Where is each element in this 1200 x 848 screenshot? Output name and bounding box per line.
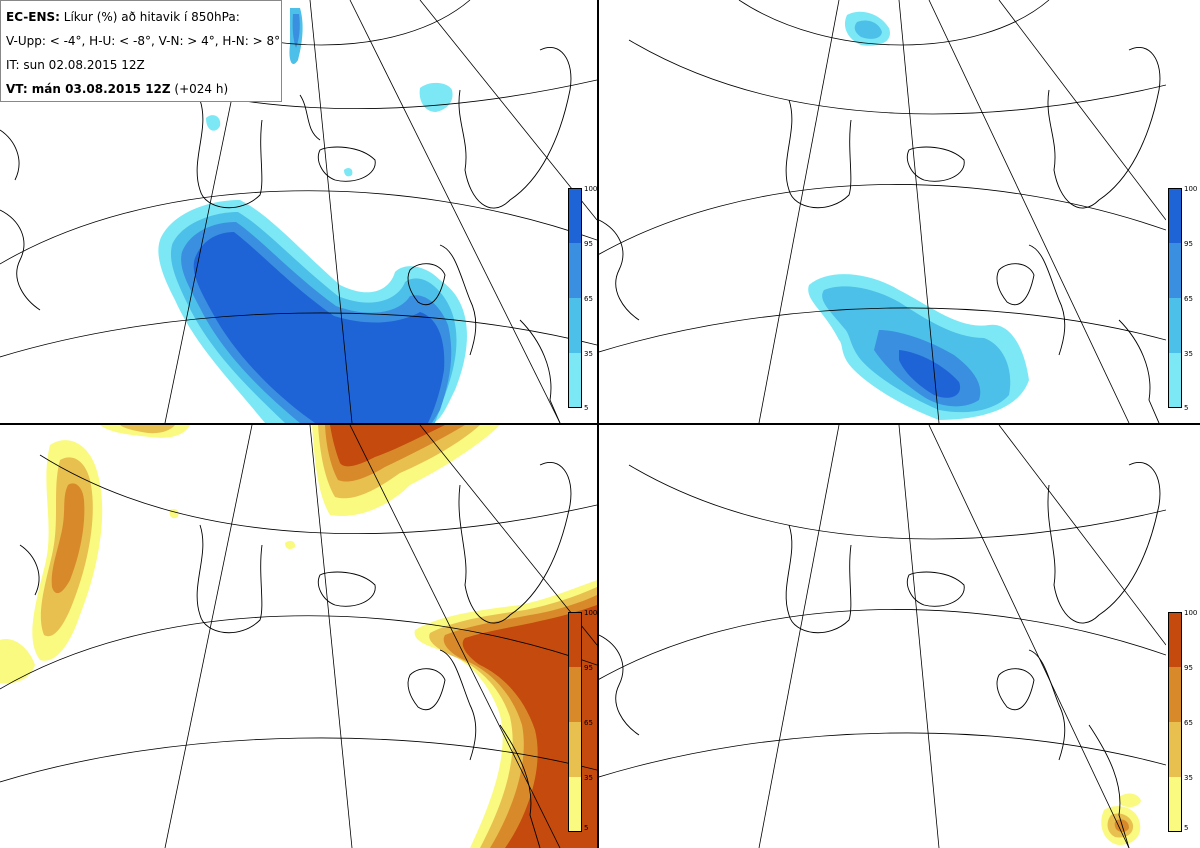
map-panel-bottom-right	[599, 425, 1166, 848]
colorbar-frame	[568, 188, 582, 408]
colorbar-seg-65-95	[568, 243, 582, 298]
coastlines	[599, 47, 1161, 423]
colorbar-tick: 5	[584, 404, 589, 412]
legend-initial-time: IT: sun 02.08.2015 12Z	[6, 58, 145, 72]
coastlines	[599, 462, 1161, 848]
colorbar-seg-65-95	[568, 667, 582, 722]
legend-description: Líkur (%) að hitavik í 850hPa:	[59, 10, 240, 24]
colorbar-tick: 5	[1184, 404, 1189, 412]
colorbar-cold-right: 100 95 65 35 5	[1168, 185, 1198, 412]
colorbar-tick: 5	[584, 824, 589, 832]
map-top-left-svg	[0, 0, 597, 423]
colorbar-seg-95-100	[1168, 612, 1182, 667]
colorbar-frame	[568, 612, 582, 832]
colorbar-tick: 100	[584, 185, 598, 193]
colorbar-seg-95-100	[568, 612, 582, 667]
colorbar-frame	[1168, 612, 1182, 832]
map-panel-top-left	[0, 0, 597, 423]
colorbar-seg-35-65	[1168, 298, 1182, 353]
map-bottom-left-svg	[0, 425, 597, 848]
colorbar-tick: 65	[584, 295, 593, 303]
forecast-info-box: EC-ENS: Líkur (%) að hitavik í 850hPa: V…	[0, 0, 282, 102]
graticule	[0, 425, 597, 848]
map-bottom-right-svg	[599, 425, 1166, 848]
colorbar-tick: 65	[584, 719, 593, 727]
colorbar-tick: 100	[1184, 185, 1198, 193]
coastlines	[19, 462, 572, 848]
cold-probability-field	[158, 8, 467, 423]
colorbar-seg-5-35	[1168, 777, 1182, 832]
coastlines	[0, 47, 572, 423]
colorbar-seg-5-35	[568, 777, 582, 832]
colorbar-seg-95-100	[568, 188, 582, 243]
colorbar-warm-right: 100 95 65 35 5	[1168, 609, 1198, 832]
colorbar-seg-65-95	[1168, 667, 1182, 722]
graticule	[599, 0, 1166, 423]
colorbar-frame	[1168, 188, 1182, 408]
map-panel-top-right	[599, 0, 1166, 423]
legend-thresholds: V-Upp: < -4°, H-U: < -8°, V-N: > 4°, H-N…	[6, 34, 281, 48]
colorbar-tick: 95	[584, 240, 593, 248]
colorbar-seg-95-100	[1168, 188, 1182, 243]
legend-model-name: EC-ENS:	[6, 10, 60, 24]
colorbar-tick: 65	[1184, 719, 1193, 727]
colorbar-seg-35-65	[568, 298, 582, 353]
colorbar-seg-5-35	[1168, 353, 1182, 408]
legend-lead-time: (+024 h)	[170, 82, 229, 96]
colorbar-tick: 95	[584, 664, 593, 672]
graticule	[599, 425, 1166, 848]
colorbar-tick: 95	[1184, 664, 1193, 672]
legend-valid-time: VT: mán 03.08.2015 12Z	[6, 82, 171, 96]
warm-probability-field	[1101, 793, 1141, 845]
colorbar-tick: 35	[584, 350, 593, 358]
colorbar-seg-35-65	[1168, 722, 1182, 777]
colorbar-tick: 35	[1184, 350, 1193, 358]
colorbar-seg-65-95	[1168, 243, 1182, 298]
horizontal-divider	[0, 423, 1200, 425]
colorbar-tick: 35	[1184, 774, 1193, 782]
graticule	[0, 0, 597, 423]
colorbar-seg-5-35	[568, 353, 582, 408]
legend-title-line: EC-ENS: Líkur (%) að hitavik í 850hPa:	[6, 5, 276, 29]
vertical-divider	[597, 0, 599, 848]
colorbar-tick: 65	[1184, 295, 1193, 303]
colorbar-tick: 100	[584, 609, 598, 617]
colorbar-tick: 100	[1184, 609, 1198, 617]
colorbar-tick: 95	[1184, 240, 1193, 248]
colorbar-cold-left: 100 95 65 35 5	[568, 185, 598, 412]
legend-valid-time-line: VT: mán 03.08.2015 12Z (+024 h)	[6, 77, 276, 101]
colorbar-tick: 35	[584, 774, 593, 782]
warm-probability-field	[0, 425, 597, 848]
cold-probability-field	[808, 11, 1029, 420]
colorbar-warm-left: 100 95 65 35 5	[568, 609, 598, 832]
map-top-right-svg	[599, 0, 1166, 423]
colorbar-tick: 5	[1184, 824, 1189, 832]
colorbar-seg-35-65	[568, 722, 582, 777]
map-panel-bottom-left	[0, 425, 597, 848]
